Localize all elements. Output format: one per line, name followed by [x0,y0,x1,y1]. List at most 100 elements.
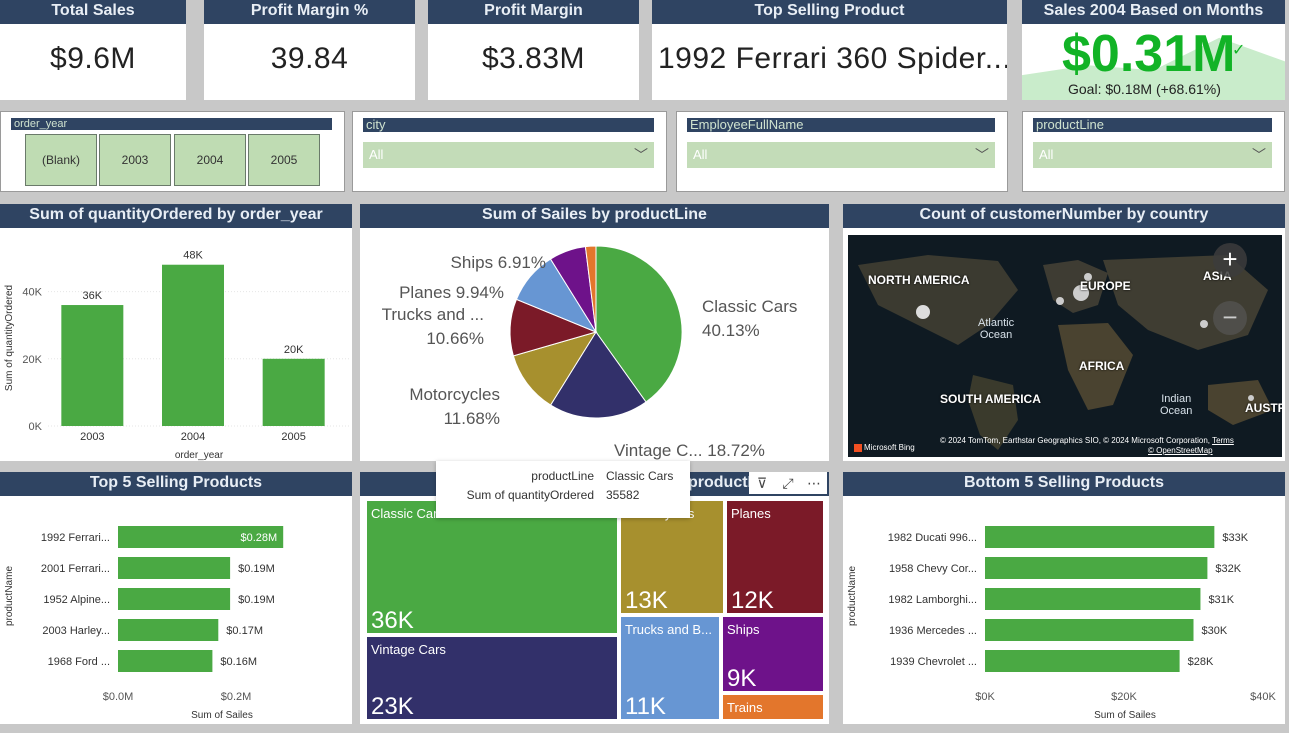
x-tick-label: $20K [1111,691,1137,703]
bar [61,305,124,426]
bar [118,557,231,579]
osm-link[interactable]: © OpenStreetMap [1148,446,1213,455]
chart-title: Count of customerNumber by country [843,204,1285,228]
goal-card: Sales 2004 Based on Months $0.31M ✓ Goal… [1022,0,1285,100]
chart-title: Bottom 5 Selling Products [843,472,1285,496]
data-label: $0.19M [238,594,275,606]
bar [262,358,325,426]
treemap-tooltip: productLine Classic Cars Sum of quantityO… [436,461,690,518]
kpi-title: Top Selling Product [652,0,1007,24]
data-label: $0.28M [240,532,277,544]
world-map[interactable]: NORTH AMERICA EUROPE ASIA AFRICA SOUTH A… [848,235,1282,457]
city-dropdown[interactable]: All ﹀ [363,142,654,168]
quantity-column-chart: 0K 20K 40K 36K 2003 48K 2004 20K 2005 order_year S… [4,250,350,461]
map-label-africa: AFRICA [1079,359,1125,373]
map-label-eu: EUROPE [1080,279,1131,293]
treemap-tile [721,693,825,721]
bottom5-bar-chart: 1982 Ducati 996... $33K 1958 Chevy Cor... $… [847,526,1277,721]
kpi-title: Profit Margin [428,0,639,24]
y-tick-label: 1952 Alpine... [43,594,110,606]
data-label: $33K [1222,532,1248,544]
year-tile-2003[interactable]: 2003 [99,134,171,186]
map-marker[interactable] [916,305,930,319]
x-tick-label: $0.2M [221,691,252,703]
chart-title: Sum of Sailes by productLine [360,204,829,228]
kpi-value: 39.84 [270,42,349,75]
bar [118,650,213,672]
treemap-tile [721,615,825,693]
map-marker[interactable] [1200,320,1208,328]
y-tick-label: 1968 Ford ... [48,656,110,668]
check-icon: ✓ [1232,42,1246,59]
goal-value: $0.31M [1062,25,1236,83]
kpi-card-profit-margin: Profit Margin $3.83M [428,0,639,100]
year-tile-2004[interactable]: 2004 [174,134,246,186]
bar [985,650,1180,672]
top5-products-card: Top 5 Selling Products 1992 Ferrari... $0… [0,472,352,724]
productline-dropdown[interactable]: All ﹀ [1033,142,1272,168]
dropdown-value: All [693,147,708,162]
bottom5-products-card: Bottom 5 Selling Products 1982 Ducati 99… [843,472,1285,724]
map-marker[interactable] [1248,395,1254,401]
sales-by-productline-card: Sum of Sailes by productLine Classic Car… [360,204,829,461]
focus-mode-icon[interactable]: ⤢ [775,472,801,494]
map-label-sa: SOUTH AMERICA [940,392,1041,406]
data-label: 20K [284,344,304,356]
y-tick-label: 1958 Chevy Cor... [889,563,977,575]
more-options-icon[interactable]: ⋯ [801,472,827,494]
quantity-by-year-card: Sum of quantityOrdered by order_year 0K 2… [0,204,352,461]
y-tick-label: 40K [22,287,42,299]
map-marker[interactable] [1073,285,1089,301]
treemap-tile [725,499,825,615]
x-tick-label: $0K [975,691,995,703]
kpi-card-top-selling-product: Top Selling Product 1992 Ferrari 360 Spi… [652,0,1007,100]
year-tile-2005[interactable]: 2005 [248,134,320,186]
tooltip-key: productLine [531,469,594,483]
pie-percent: 10.66% [426,329,484,348]
x-tick-label: $40K [1250,691,1276,703]
data-label: $31K [1208,594,1234,606]
year-tile-blank[interactable]: (Blank) [25,134,97,186]
x-tick-label: 2005 [281,431,305,443]
y-axis-label: productName [4,566,15,626]
y-tick-label: 0K [29,421,43,433]
map-label-indian: Indian Ocean [1160,393,1193,417]
pie-percent: 40.13% [702,321,760,340]
goal-trend-area [1022,37,1285,100]
pie-slice [595,245,683,403]
terms-link[interactable]: Terms [1212,436,1234,445]
data-label: 48K [183,250,203,262]
treemap-label: Ships [727,622,760,637]
employee-dropdown[interactable]: All ﹀ [687,142,995,168]
pie-label: Motorcycles [409,385,500,404]
bar [985,588,1201,610]
map-label-atlantic: Atlantic Ocean [978,317,1015,341]
goal-text: Goal: $0.18M (+68.61%) [1068,81,1221,97]
data-label: $0.16M [220,656,257,668]
tooltip-value: 35582 [606,488,640,502]
filter-icon[interactable]: ⊽ [749,472,775,494]
bar [118,619,219,641]
bar [985,557,1208,579]
y-tick-label: 2003 Harley... [42,625,110,637]
treemap-value: 12K [731,587,774,614]
slicer-city: city All ﹀ [352,111,667,192]
bing-logo: Microsoft Bing [854,443,915,452]
zoom-in-button[interactable]: + [1213,243,1247,277]
treemap-label: Trucks and B... [625,622,712,637]
treemap-value: 36K [371,607,414,634]
zoom-out-button[interactable]: − [1213,301,1247,335]
top5-bar-chart: 1992 Ferrari... $0.28M 2001 Ferrari... $0.1… [4,526,284,721]
goal-card-title: Sales 2004 Based on Months [1022,0,1285,24]
chevron-down-icon: ﹀ [634,147,648,163]
pie-label: Planes 9.94% [399,283,504,302]
map-marker[interactable] [1056,297,1064,305]
treemap-value: 11K [625,693,666,720]
kpi-title: Profit Margin % [204,0,415,24]
y-tick-label: 1992 Ferrari... [41,532,110,544]
tooltip-key: Sum of quantityOrdered [466,488,594,502]
map-marker[interactable] [1084,273,1092,281]
data-label: $0.19M [238,563,275,575]
y-tick-label: 1936 Mercedes ... [889,625,977,637]
